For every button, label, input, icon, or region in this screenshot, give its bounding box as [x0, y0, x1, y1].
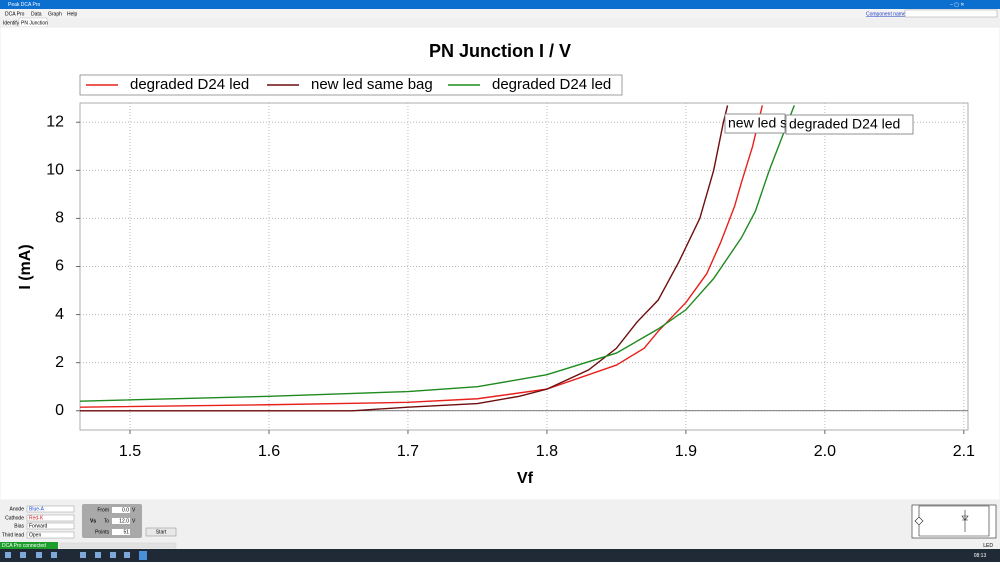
component-link[interactable]: Component name	[866, 11, 906, 17]
dropdown[interactable]	[26, 514, 75, 522]
x-axis-label: Vf	[517, 470, 534, 487]
menu-bar	[0, 9, 1000, 18]
input[interactable]	[112, 529, 130, 535]
plot-area: 0 2 4 6 8 10 12 1.5 1.6 1.7 1.8 1.9 2.0 2.1 degraded D…	[46, 76, 975, 460]
menu-item[interactable]: DCA Pro	[5, 11, 25, 17]
input-value: 0.0	[122, 507, 129, 513]
x-tick-label: 1.8	[536, 443, 558, 460]
x-tick-label: 1.9	[675, 443, 697, 460]
component-input[interactable]	[904, 9, 998, 18]
annotation: new led s	[728, 115, 787, 131]
field-label: From	[97, 507, 109, 513]
annotation-box	[785, 114, 914, 135]
status-bar	[0, 542, 1000, 549]
dropdown-value: Blue-A	[29, 506, 45, 512]
status-indicator	[0, 542, 58, 549]
vs-label: Vs	[90, 518, 96, 524]
title-bar	[0, 0, 1000, 9]
tab[interactable]: Identify	[3, 20, 20, 26]
menu-item[interactable]: Data	[31, 11, 42, 17]
field-label: Third lead	[2, 532, 24, 538]
unit: V	[132, 507, 136, 513]
x-tick-label: 2.0	[814, 443, 836, 460]
field-label: Points	[95, 529, 109, 535]
x-tick-label: 1.7	[397, 443, 419, 460]
window-title: Peak DCA Pro	[8, 2, 40, 8]
y-tick-label: 4	[55, 306, 64, 323]
y-tick-label: 12	[46, 113, 64, 130]
schematic	[911, 504, 997, 539]
y-tick-label: 10	[46, 162, 64, 179]
status-text: DCA Pro connected	[2, 543, 46, 549]
x-tick-label: 1.5	[119, 443, 141, 460]
x-tick-label: 1.6	[258, 443, 280, 460]
y-tick-label: 6	[55, 258, 64, 275]
legend-label: degraded D24 led	[492, 76, 611, 93]
y-tick-label: 0	[55, 402, 64, 419]
progress-bar	[59, 542, 177, 549]
dropdown-value: Open	[29, 532, 41, 538]
input-value: 51	[123, 529, 129, 535]
series-line	[79, 105, 795, 402]
field-label: Cathode	[5, 515, 24, 521]
legend-label: degraded D24 led	[130, 76, 249, 93]
dropdown-value: Forward	[29, 523, 48, 529]
y-axis-label: I (mA)	[17, 244, 34, 289]
chart-title: PN Junction I / V	[429, 41, 571, 61]
status-right: LED	[983, 543, 993, 549]
dropdown[interactable]	[26, 505, 75, 513]
series-line	[80, 105, 729, 412]
input[interactable]	[112, 518, 130, 524]
menu-item[interactable]: Graph	[48, 11, 62, 17]
annotation: degraded D24 led	[789, 116, 900, 132]
dropdown[interactable]	[26, 531, 75, 539]
annotation-box	[724, 113, 786, 134]
clock: 08:13	[974, 553, 987, 559]
legend	[79, 74, 623, 96]
y-tick-label: 8	[55, 210, 64, 227]
field-label: Bias	[14, 523, 24, 529]
menu-item[interactable]: Help	[67, 11, 78, 17]
unit: V	[132, 518, 136, 524]
input-value: 12.0	[119, 518, 129, 524]
dropdown[interactable]	[26, 522, 75, 530]
field-label: To	[104, 518, 110, 524]
legend-label: new led same bag	[311, 76, 433, 93]
x-tick-label: 2.1	[953, 443, 975, 460]
tab[interactable]: PN Junction	[21, 20, 48, 26]
taskbar	[0, 549, 1000, 562]
series-line	[79, 105, 764, 408]
input[interactable]	[112, 507, 130, 513]
field-label: Anode	[10, 506, 25, 512]
tab-strip	[0, 18, 1000, 27]
start-button[interactable]	[145, 527, 177, 537]
window-buttons[interactable]: – ▢ ✕	[950, 2, 964, 8]
start-button-label: Start	[156, 529, 167, 535]
dropdown-value: Red-K	[29, 515, 44, 521]
y-tick-label: 2	[55, 354, 64, 371]
taskbar-icons[interactable]	[5, 551, 147, 560]
